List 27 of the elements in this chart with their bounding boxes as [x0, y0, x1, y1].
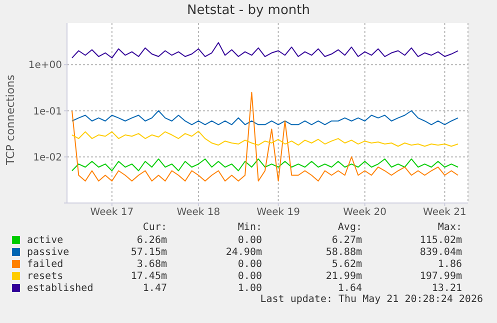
- text: 1.47 1.00 1.64 13.21: [142, 282, 462, 294]
- legend-label: resets: [27, 270, 64, 282]
- x-tick-label: Week 19: [256, 207, 300, 218]
- x-tick-label: Week 18: [176, 207, 220, 218]
- line-series: [72, 130, 458, 147]
- text: 6.26m 0.00 6.27m 115.02m: [136, 234, 462, 246]
- y-axis-title: TCP connections: [4, 74, 17, 165]
- line-series: [72, 92, 458, 182]
- line-series: [72, 158, 458, 172]
- line-series: [72, 42, 458, 58]
- chart-title: Netstat - by month: [186, 3, 311, 18]
- text: Last update: Thu May 21 20:28:24 2026: [260, 294, 483, 305]
- y-tick-label: 1e-02: [33, 152, 62, 164]
- legend-label: active: [27, 234, 64, 246]
- legend-label: passive: [27, 246, 70, 258]
- text: Cur: Min: Avg: Max:: [142, 222, 462, 233]
- x-tick-label: Week 21: [423, 207, 466, 218]
- legend-label: established: [27, 282, 94, 294]
- legend-label: failed: [27, 258, 64, 270]
- x-tick-label: Week 17: [90, 207, 134, 218]
- text: 17.45m 0.00 21.99m 197.99m: [130, 270, 462, 282]
- line-series: [72, 110, 458, 126]
- y-tick-label: 1e-01: [33, 106, 62, 118]
- x-tick-label: Week 20: [343, 207, 386, 218]
- text: 3.68m 0.00 5.62m 1.86: [136, 258, 462, 270]
- y-tick-label: 1e+00: [28, 60, 62, 72]
- text: 57.15m 24.90m 58.88m 839.04m: [130, 246, 462, 258]
